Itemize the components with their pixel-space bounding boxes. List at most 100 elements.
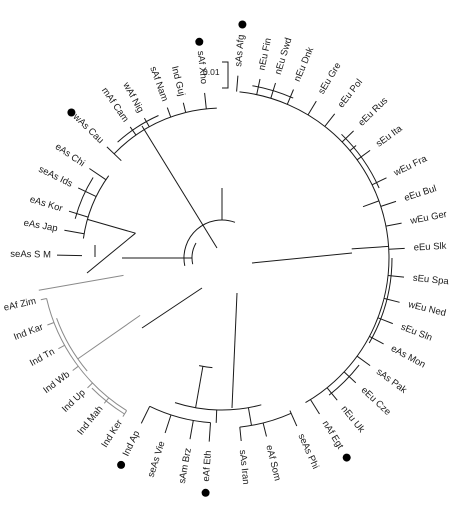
leaf-label: wEu Fra [391, 153, 429, 179]
leaf-branch [122, 410, 128, 417]
leaf-label: eAs Chi [53, 141, 87, 169]
internal-branch [87, 218, 136, 234]
leaf-label: sAf Xho [195, 50, 209, 84]
leaf-label: Ind Up [60, 387, 88, 414]
leaf-label: wAs Cau [70, 111, 106, 146]
leaf-label: sAf Nam [147, 65, 170, 103]
leaf-label: seAs Ids [37, 164, 75, 190]
leaf-label: eEu Rus [356, 95, 390, 128]
internal-branch [215, 409, 218, 423]
internal-branch [86, 232, 136, 274]
clade-arc-nordic [252, 85, 294, 99]
subclade-arc [74, 177, 94, 219]
leaf-label: nEu Fin [257, 37, 275, 71]
leaf-label: sEu Ita [374, 123, 405, 150]
leaf-label: nEu Dnk [292, 45, 316, 83]
leaf-branch [77, 187, 97, 198]
leaf-label: Ind Mah [75, 404, 105, 438]
marker-dot [117, 460, 126, 469]
scale-bar-line [222, 61, 229, 89]
leaf-markers [67, 20, 351, 497]
leaf-label: Ind Ker [99, 418, 125, 450]
leaf-branch [369, 335, 384, 345]
leaf-label: seAs S M [10, 249, 51, 261]
leaf-branch [289, 410, 298, 427]
leaf-label: Ind Kar [12, 322, 45, 343]
leaf-branch [64, 229, 85, 235]
leaf-branch [239, 427, 242, 442]
leaf-branch [89, 168, 107, 181]
leaf-branch [310, 399, 320, 415]
leaf-branch [47, 322, 55, 326]
root-arc [183, 219, 236, 267]
subclade-arc [341, 133, 380, 189]
leaf-branch [87, 382, 93, 389]
leaf-label: eAs Kor [28, 194, 64, 214]
marker-dot [67, 108, 76, 117]
leaf-label: eAf Zim [3, 296, 37, 314]
leaf-branch [164, 414, 172, 434]
marker-dot [201, 488, 210, 497]
leaf-branch [324, 113, 336, 127]
leaf-label: sAs Pak [374, 366, 409, 396]
internal-branch [247, 407, 252, 426]
leaf-label: sEu Sln [399, 322, 434, 344]
root-arc [191, 242, 197, 265]
leaf-label: seAs Vie [146, 440, 168, 479]
subclade-arc [185, 107, 217, 113]
internal-branch [362, 200, 380, 208]
leaf-label: seAs Phi [295, 432, 320, 471]
marker-dot [238, 20, 247, 29]
leaf-branch [189, 420, 194, 440]
leaf-branch [343, 371, 357, 384]
marker-dot [195, 37, 204, 46]
leaf-branch [208, 422, 211, 442]
leaf-label: wEu Ger [408, 209, 447, 227]
leaf-label: eEu Slk [413, 241, 447, 254]
subclade-arc [328, 364, 360, 396]
internal-arc [174, 402, 262, 411]
root-branch [231, 292, 238, 409]
subclade-arc [56, 318, 88, 372]
leaf-branch [58, 344, 65, 350]
leaf-branch [262, 422, 267, 437]
leaf-branch [388, 275, 405, 278]
leaf-label: wEu Ned [406, 299, 447, 319]
clade-arc-africa [113, 112, 186, 155]
leaf-label: nAf Egt [320, 419, 346, 452]
internal-branch [349, 145, 357, 152]
leaf-branch [40, 298, 47, 301]
internal-branch [141, 125, 218, 249]
leaf-label: Ind Tn [28, 346, 57, 369]
leaf-label: eAf Eth [201, 450, 214, 482]
leaf-label: sAs Iran [237, 449, 252, 485]
leaf-branch [68, 210, 89, 218]
internal-branch [38, 274, 124, 291]
leaf-label: sAs Afg [233, 34, 247, 67]
leaf-branch [307, 100, 317, 116]
marker-dot [342, 453, 351, 462]
leaf-branch [143, 117, 150, 128]
leaf-branch [140, 406, 151, 424]
clade-arc-vie-brz [149, 405, 211, 424]
scale-bar-label: 0.01 [203, 67, 220, 77]
leaf-label: nEu Uk [339, 404, 367, 435]
leaf-label: Ind Ap [121, 429, 143, 458]
leaf-label: sAm Brz [177, 447, 194, 485]
internal-arc [198, 365, 213, 369]
clade-arc-east-asia [82, 175, 110, 239]
leaf-branch [326, 387, 338, 401]
internal-branch [351, 245, 389, 250]
leaf-branch [341, 130, 354, 143]
leaf-branch [388, 247, 405, 250]
leaf-branch [72, 365, 79, 371]
leaf-label: nEu Swd [273, 36, 295, 76]
scale-bar: 0.01 [203, 61, 229, 89]
leaf-branch [380, 200, 397, 207]
subclade-arc [91, 387, 125, 415]
leaf-label: eAf Som [263, 444, 283, 482]
leaf-label: Ind Wb [41, 369, 72, 396]
leaf-branch [129, 126, 137, 136]
tree-branches [38, 75, 405, 442]
leaf-branch [56, 254, 83, 257]
